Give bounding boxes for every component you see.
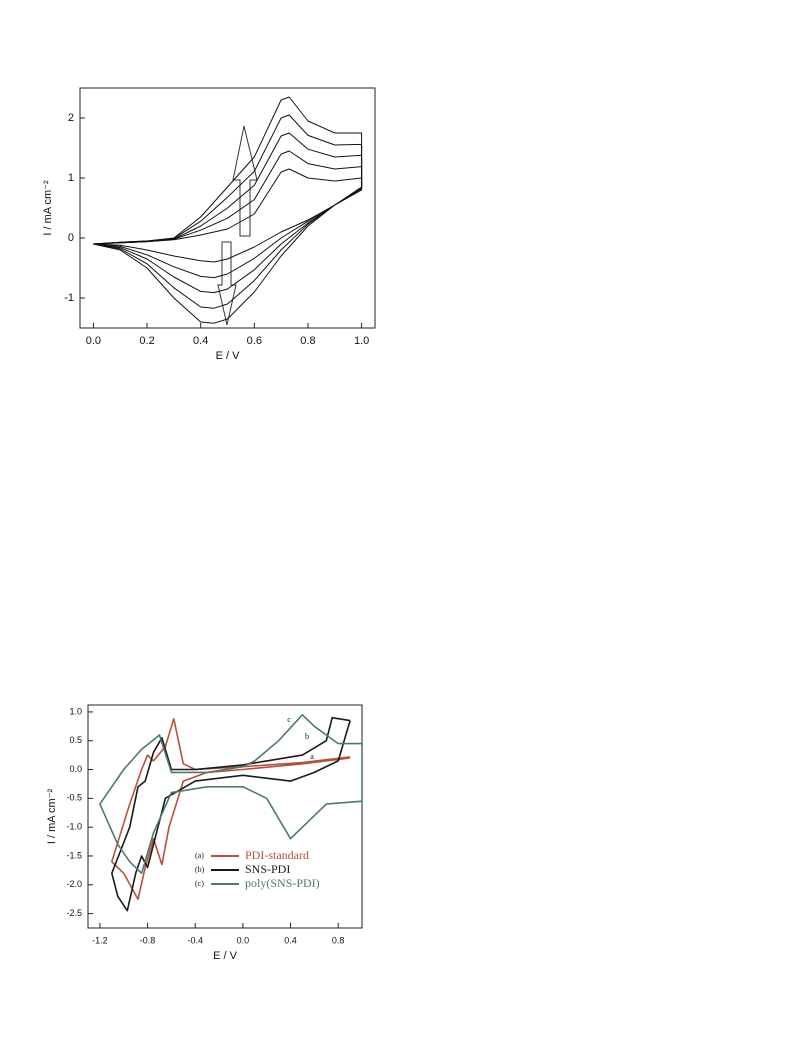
cv-curve xyxy=(111,716,351,912)
x-axis-label: E / V xyxy=(216,350,241,362)
y-axis-label: I / mA cm⁻² xyxy=(46,789,58,845)
plot-frame xyxy=(79,87,376,329)
legend-label: SNS-PDI xyxy=(245,862,290,876)
y-tick-label: -1 xyxy=(64,292,74,304)
y-tick-label: -2.0 xyxy=(66,879,82,889)
x-axis-label: E / V xyxy=(213,950,238,962)
x-tick-label: 1.0 xyxy=(354,335,369,347)
cv-curve xyxy=(99,714,363,875)
y-tick-label: 2 xyxy=(68,112,74,124)
x-tick-label: 0.8 xyxy=(300,335,315,347)
y-tick-label: -0.5 xyxy=(66,793,82,803)
x-tick-label: 0.0 xyxy=(237,935,250,945)
y-tick-label: -1.0 xyxy=(66,822,82,832)
curve-label: c xyxy=(287,715,291,724)
x-tick-label: -1.2 xyxy=(92,935,108,945)
x-tick-label: -0.8 xyxy=(140,935,156,945)
y-axis-label: I / mA cm⁻² xyxy=(42,180,54,236)
y-tick-label: 0.5 xyxy=(69,735,82,745)
curve-label: b xyxy=(305,732,309,741)
x-tick-label: 0.4 xyxy=(284,935,297,945)
x-tick-label: 0.0 xyxy=(86,335,101,347)
y-tick-label: 0.0 xyxy=(69,764,82,774)
legend-label: poly(SNS-PDI) xyxy=(245,876,320,890)
cv-curve xyxy=(111,718,351,900)
x-tick-label: -0.4 xyxy=(187,935,203,945)
legend-label: PDI-standard xyxy=(245,848,309,862)
x-tick-label: 0.6 xyxy=(247,335,262,347)
y-tick-label: -2.5 xyxy=(66,908,82,918)
x-tick-label: 0.8 xyxy=(332,935,345,945)
y-tick-label: 0 xyxy=(68,232,74,244)
x-tick-label: 0.4 xyxy=(193,335,208,347)
y-tick-label: 1.0 xyxy=(69,706,82,716)
legend-tag: (a) xyxy=(195,851,204,860)
curve-label: a xyxy=(310,752,314,761)
x-tick-label: 0.2 xyxy=(139,335,154,347)
y-tick-label: 1 xyxy=(68,172,74,184)
legend-tag: (b) xyxy=(195,865,205,874)
plot-frame xyxy=(87,704,363,929)
cv-curve xyxy=(93,96,363,324)
legend-tag: (c) xyxy=(195,879,204,888)
y-tick-label: -1.5 xyxy=(66,850,82,860)
